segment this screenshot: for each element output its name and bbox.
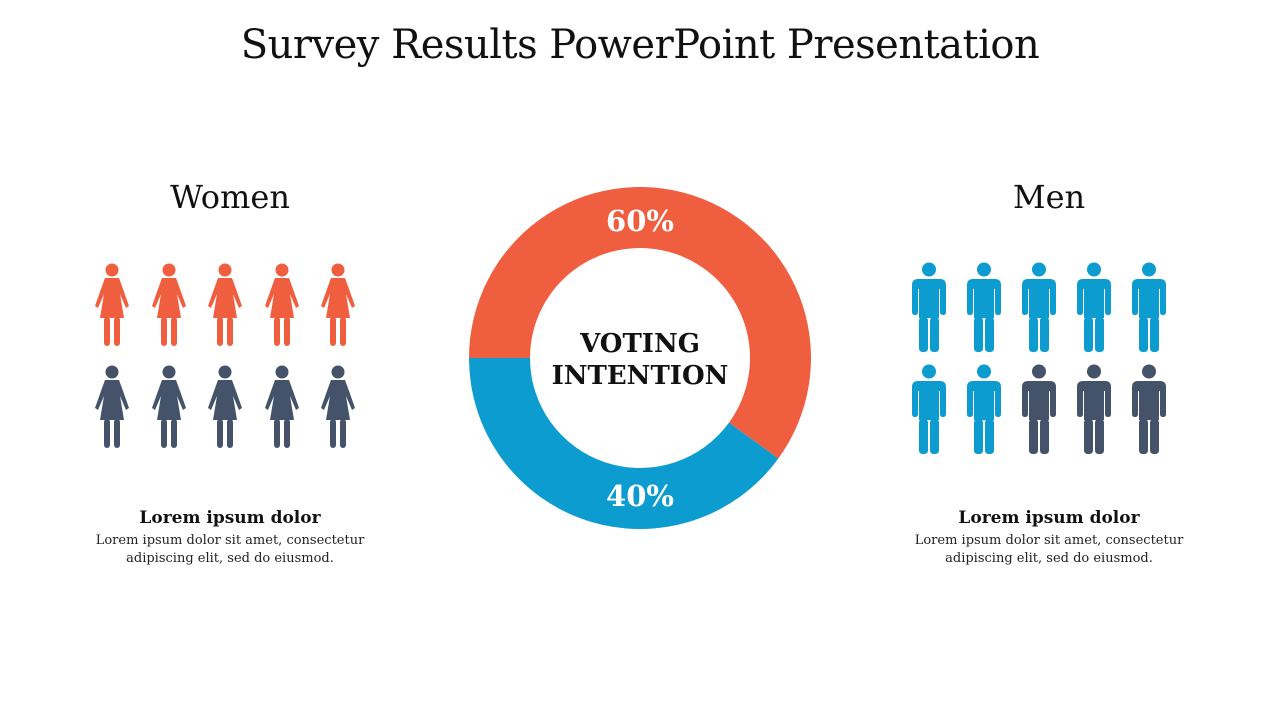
male-person-icon-9 [1077,364,1111,454]
donut-slice-label-1: 60% [606,204,674,238]
donut-slice-2 [469,358,779,530]
women-panel-title: Women [170,178,290,216]
female-person-icon-4 [264,263,299,346]
male-person-icon-4 [1077,262,1111,352]
donut-slice-1 [469,187,811,459]
women-caption: Lorem ipsum dolor Lorem ipsum dolor sit … [80,508,380,568]
female-person-icon-1 [95,263,129,346]
female-person-icon-5 [321,263,355,346]
female-person-icon-2 [151,263,186,346]
male-person-icon-2 [967,262,1001,352]
male-person-icon-5 [1132,262,1166,352]
donut-center-label-line2: INTENTION [551,361,729,391]
men-caption: Lorem ipsum dolor Lorem ipsum dolor sit … [899,508,1199,568]
male-person-icon-3 [1022,262,1056,352]
male-person-icon-10 [1132,364,1166,454]
women-caption-heading: Lorem ipsum dolor [139,508,321,528]
female-person-icon-9 [264,365,299,448]
male-person-icon-1 [912,262,946,352]
donut-center-label: VOTING INTENTION [520,328,760,392]
men-panel-title: Men [1012,178,1086,216]
female-person-icon-7 [151,365,186,448]
female-person-icon-8 [208,365,242,448]
male-person-icon-6 [912,364,946,454]
men-caption-heading: Lorem ipsum dolor [958,508,1140,528]
female-person-icon-3 [208,263,242,346]
donut-center-label-line1: VOTING [580,329,700,359]
female-person-icon-6 [95,365,129,448]
female-person-icon-10 [321,365,355,448]
donut-slice-label-2: 40% [606,479,674,513]
men-icon-grid [910,262,1200,462]
male-person-icon-7 [967,364,1001,454]
slide-title: Survey Results PowerPoint Presentation [240,22,1040,68]
women-caption-text: Lorem ipsum dolor sit amet, consectetur … [95,533,365,566]
women-icon-grid [90,262,380,462]
men-caption-text: Lorem ipsum dolor sit amet, consectetur … [914,533,1184,566]
voting-intention-donut-chart: 60% 40% [469,187,811,530]
male-person-icon-8 [1022,364,1056,454]
